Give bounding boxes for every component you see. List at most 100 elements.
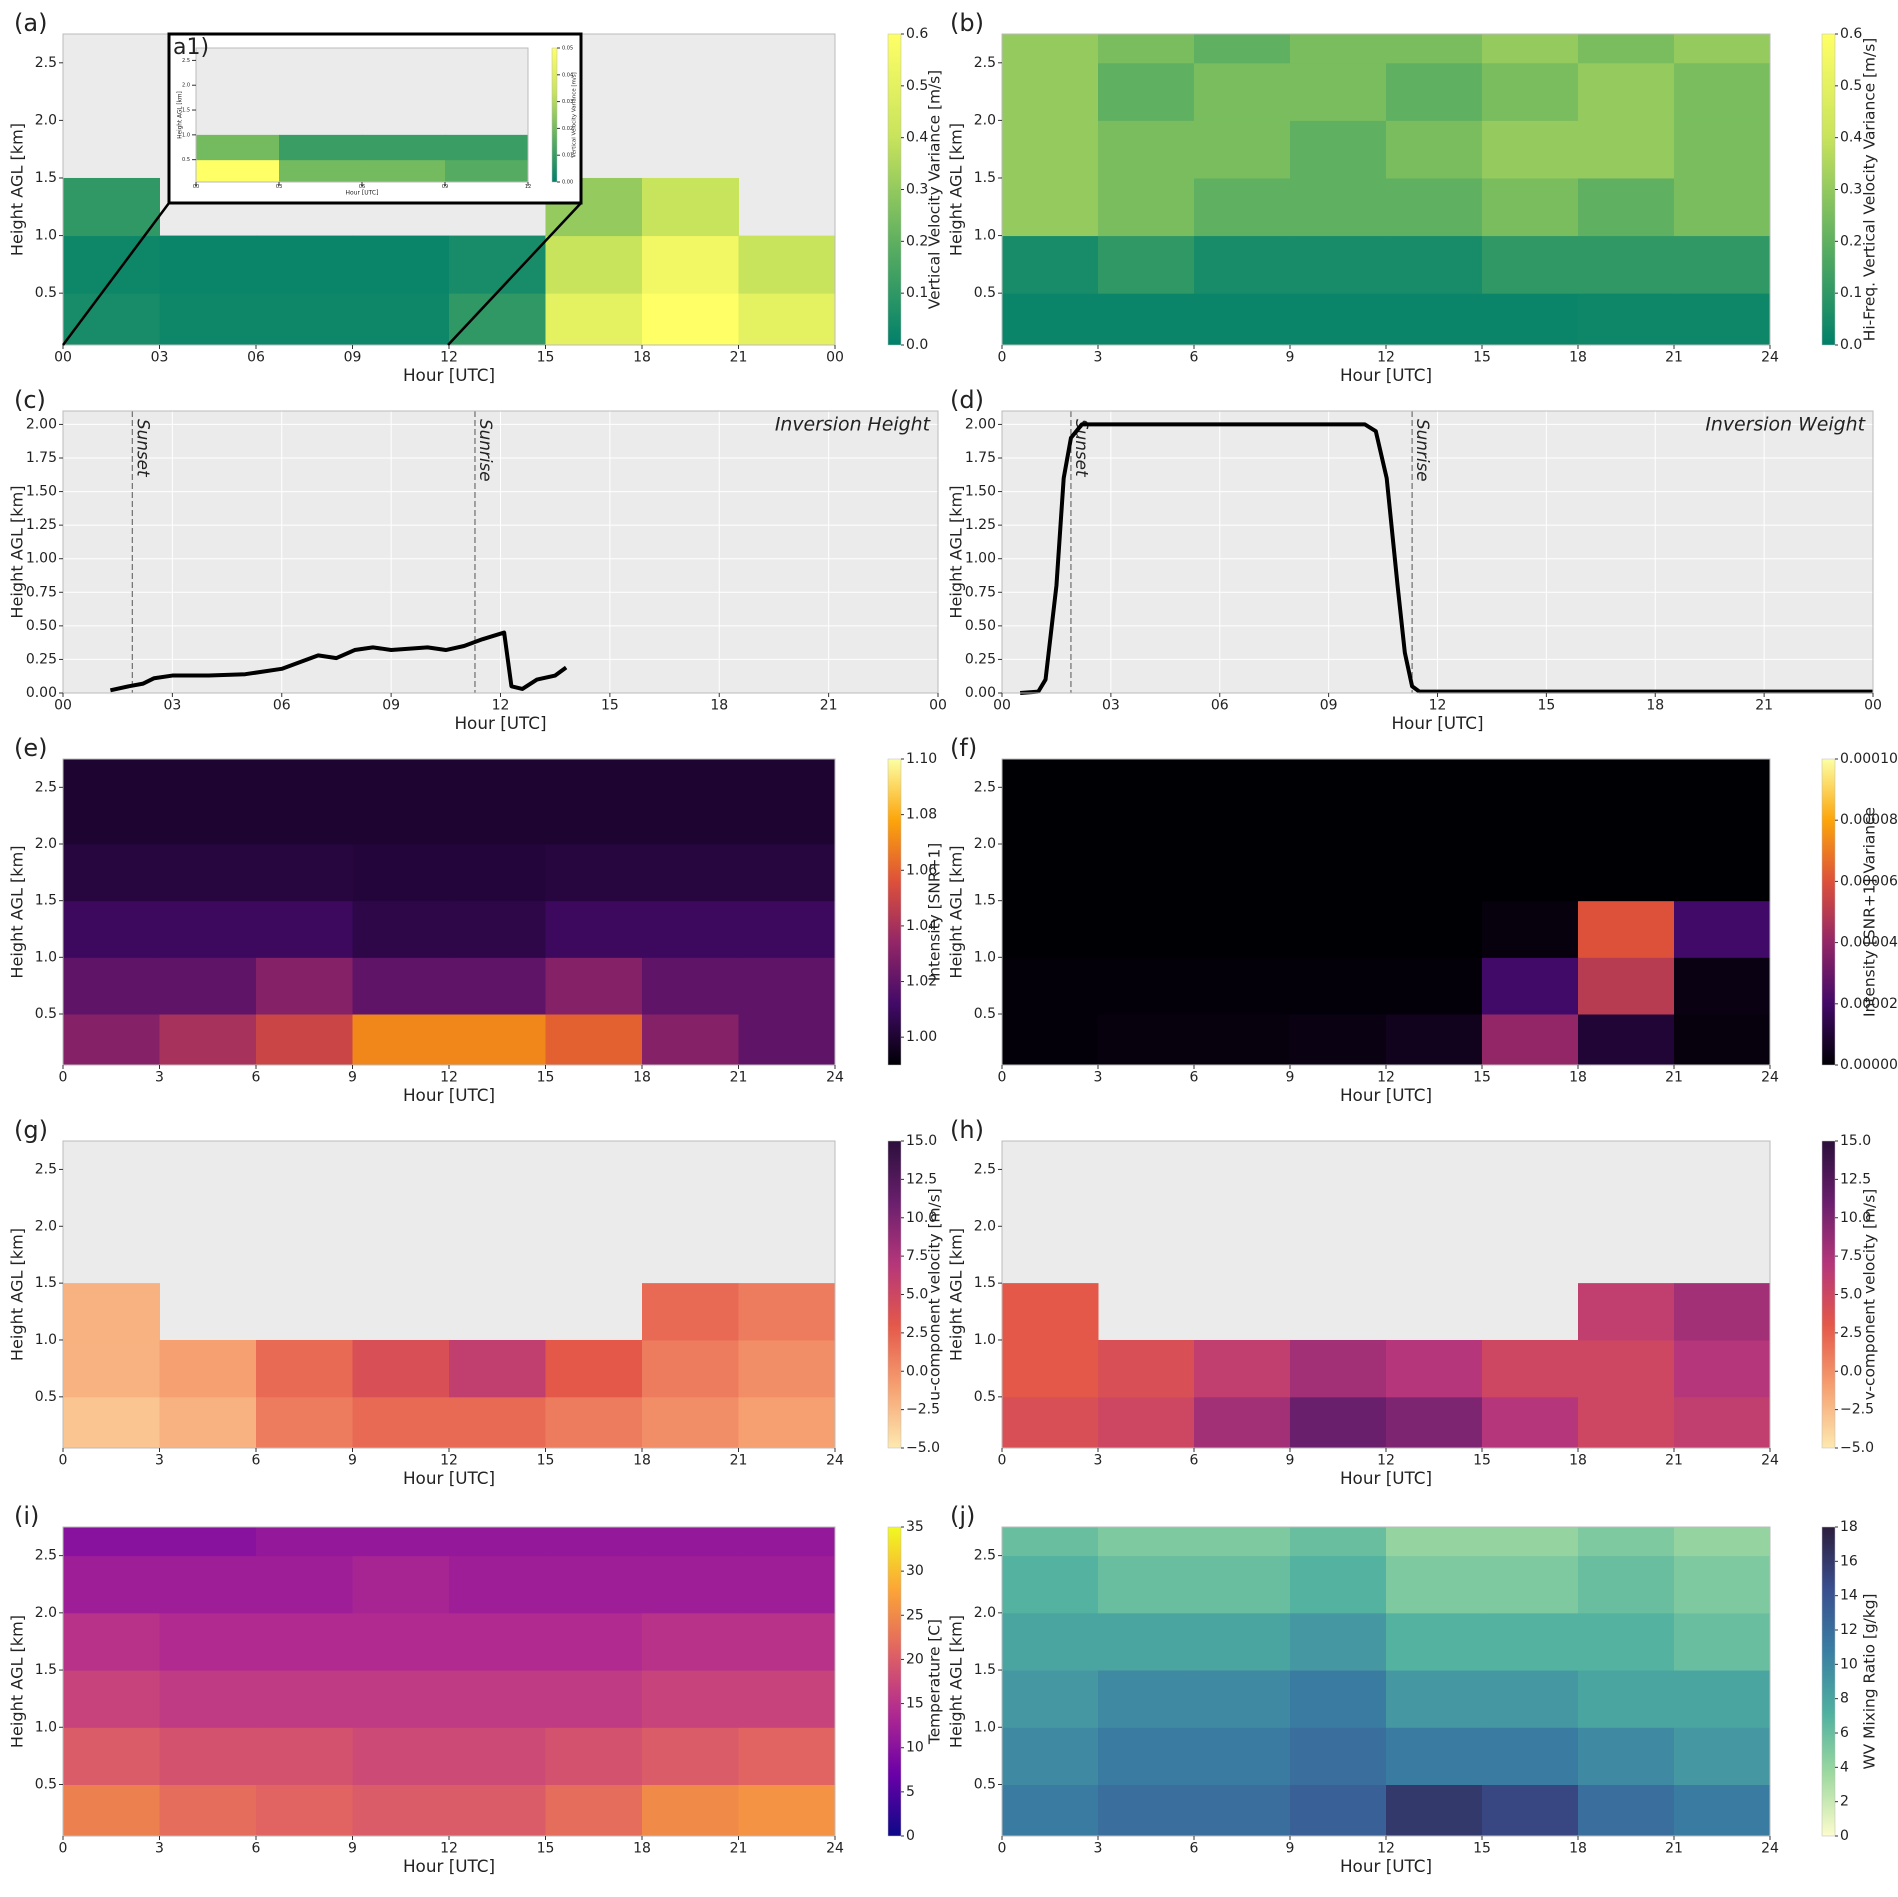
- heat-cell: [1674, 1527, 1771, 1557]
- colorbar: [1821, 1526, 1836, 1837]
- heat-cell: [1482, 1396, 1579, 1449]
- heat-cell: [1674, 1014, 1771, 1066]
- colorbar-tick-label: 0.0: [906, 1363, 928, 1379]
- heat-cell: [449, 900, 546, 958]
- heat-cell: [1002, 787, 1099, 845]
- y-tick-label: 1.75: [965, 450, 996, 466]
- heat-cell: [1578, 1555, 1675, 1614]
- heat-cell: [449, 787, 546, 845]
- heat-cell: [1194, 1339, 1291, 1398]
- colorbar-tick-label: −2.5: [1840, 1402, 1874, 1418]
- x-tick-label: 3: [1094, 1841, 1103, 1857]
- x-tick-label: 6: [1190, 1453, 1199, 1469]
- y-tick-label: 1.50: [965, 484, 996, 500]
- heat-cell: [352, 1555, 450, 1614]
- y-axis-label: Height AGL [km]: [947, 1615, 966, 1748]
- y-axis-label: Height AGL [km]: [947, 123, 966, 256]
- heat-cell: [352, 957, 450, 1015]
- colorbar-tick-label: 0.3: [1840, 182, 1862, 198]
- colorbar-tick-label: 0.4: [906, 130, 928, 146]
- y-tick-label: 1.00: [26, 551, 57, 567]
- y-tick-label: 2.5: [974, 779, 996, 795]
- heat-cell: [63, 177, 160, 237]
- heat-cell: [63, 759, 160, 788]
- x-tick-label: 21: [820, 698, 838, 714]
- heat-cell: [1386, 957, 1483, 1015]
- colorbar-tick-label: 10.0: [906, 1210, 937, 1226]
- corner-annotation: Inversion Height: [775, 414, 931, 436]
- heat-cell: [1290, 1670, 1387, 1728]
- x-tick-label: 09: [1320, 698, 1338, 714]
- heat-cell: [256, 1339, 353, 1398]
- heat-cell: [1674, 1396, 1771, 1449]
- panel-label: (j): [950, 1502, 975, 1530]
- heat-cell: [1674, 1784, 1771, 1837]
- heat-cell: [1482, 787, 1579, 845]
- colorbar-tick-label: 1.08: [906, 807, 937, 823]
- heat-cell: [279, 134, 363, 161]
- heat-cell: [1578, 900, 1675, 958]
- x-tick-label: 15: [1537, 698, 1555, 714]
- heat-cell: [449, 1014, 546, 1066]
- heat-cell: [642, 1555, 739, 1614]
- colorbar-tick-label: 0.4: [1840, 130, 1862, 146]
- heat-cell: [1482, 235, 1579, 294]
- y-tick-label: 2.00: [26, 416, 57, 432]
- colorbar-label: v-component velocity [m/s]: [1861, 1189, 1879, 1400]
- y-tick-label: 1.5: [974, 1275, 996, 1291]
- zoom-connector: [447, 202, 582, 346]
- colorbar-tick-label: 0.04: [562, 72, 573, 78]
- heat-cell: [545, 235, 643, 294]
- x-tick-label: 6: [1190, 350, 1199, 366]
- heat-cell: [63, 1339, 160, 1398]
- colorbar-tick-label: 10.0: [1840, 1210, 1871, 1226]
- heat-cell: [449, 759, 546, 788]
- heat-cell: [1578, 235, 1675, 294]
- y-tick-label: 0.25: [26, 651, 57, 667]
- panel-label: (a): [14, 9, 47, 37]
- heat-cell: [196, 134, 280, 161]
- x-tick-label: 00: [54, 350, 72, 366]
- heat-cell: [1194, 62, 1291, 121]
- heat-cell: [1386, 1014, 1483, 1066]
- heat-cell: [1098, 34, 1195, 64]
- heat-cell: [256, 1396, 353, 1449]
- heat-cell: [1098, 957, 1195, 1015]
- heat-cell: [352, 1339, 450, 1398]
- x-tick-label: 00: [929, 698, 947, 714]
- x-axis-label: Hour [UTC]: [1340, 1468, 1432, 1488]
- heat-cell: [196, 159, 280, 183]
- y-tick-label: 0.5: [35, 1777, 57, 1793]
- colorbar-tick-label: 0.1: [1840, 285, 1862, 301]
- panel-label: (i): [14, 1502, 39, 1530]
- heat-cell: [738, 844, 836, 902]
- heat-cell: [352, 1784, 450, 1837]
- heat-cell: [642, 177, 739, 237]
- x-tick-label: 12: [1377, 1841, 1395, 1857]
- heat-cell: [1098, 1727, 1195, 1785]
- heat-cell: [1194, 1784, 1291, 1837]
- heat-cell: [1194, 1612, 1291, 1671]
- colorbar-tick-label: 5: [906, 1784, 915, 1800]
- heat-cell: [63, 900, 160, 958]
- heat-cell: [1674, 1727, 1771, 1785]
- colorbar-tick-label: 0.0: [1840, 1363, 1862, 1379]
- x-axis-label: Hour [UTC]: [1340, 1085, 1432, 1105]
- heat-cell: [1482, 1670, 1579, 1728]
- x-tick-label: 24: [1761, 1070, 1779, 1086]
- heat-cell: [63, 1014, 160, 1066]
- heat-cell: [1194, 844, 1291, 902]
- colorbar-tick-label: 0: [1840, 1828, 1849, 1844]
- y-tick-label: 1.25: [26, 517, 57, 533]
- colorbar-tick-label: 0.1: [906, 285, 928, 301]
- y-tick-label: 0.5: [974, 1389, 996, 1405]
- colorbar-tick-label: 10: [906, 1740, 924, 1756]
- heat-cell: [1098, 62, 1195, 121]
- heat-cell: [1194, 177, 1291, 237]
- heat-cell: [1482, 1727, 1579, 1785]
- x-tick-label: 15: [537, 350, 555, 366]
- heat-cell: [1674, 787, 1771, 845]
- heat-cell: [1290, 34, 1387, 64]
- heat-cell: [545, 759, 643, 788]
- heat-cell: [159, 235, 257, 294]
